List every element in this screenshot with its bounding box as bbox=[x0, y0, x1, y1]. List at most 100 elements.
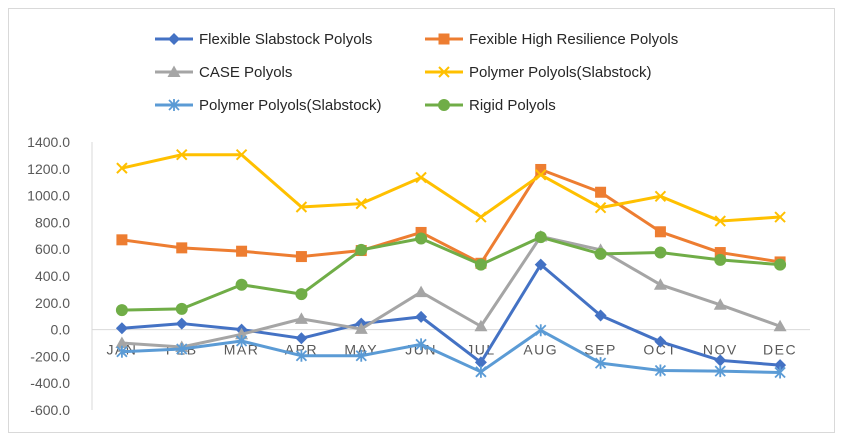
series-line bbox=[121, 235, 781, 312]
data-point bbox=[774, 359, 787, 372]
y-tick-label: -200.0 bbox=[30, 348, 70, 364]
data-point bbox=[654, 335, 667, 348]
data-point bbox=[355, 243, 368, 256]
data-point bbox=[355, 197, 367, 210]
data-point bbox=[774, 258, 787, 271]
data-point bbox=[594, 309, 607, 322]
data-point bbox=[116, 345, 128, 358]
data-point bbox=[654, 226, 666, 238]
data-point bbox=[594, 201, 607, 214]
data-point bbox=[415, 171, 427, 184]
data-point bbox=[175, 302, 188, 315]
data-point bbox=[653, 278, 667, 290]
data-point bbox=[176, 242, 188, 254]
data-point bbox=[295, 288, 308, 301]
data-point bbox=[535, 169, 547, 181]
series-line bbox=[121, 328, 781, 374]
x-tick-label: DEC bbox=[763, 342, 797, 358]
data-point bbox=[654, 246, 667, 259]
data-point bbox=[534, 258, 547, 271]
data-point bbox=[235, 327, 249, 340]
data-point bbox=[295, 349, 308, 362]
series-line bbox=[121, 263, 781, 367]
data-point bbox=[773, 319, 787, 332]
data-point bbox=[654, 364, 667, 377]
y-tick-label: -400.0 bbox=[30, 375, 70, 391]
data-point bbox=[235, 278, 248, 291]
data-point bbox=[594, 247, 607, 260]
data-point bbox=[475, 365, 487, 378]
data-point bbox=[438, 99, 450, 111]
legend-label: Flexible Slabstock Polyols bbox=[199, 31, 372, 48]
series-line bbox=[121, 234, 781, 349]
x-axis: JANFEBMARAPRMAYJUNJULAUGSEPOCTNOVDEC bbox=[106, 342, 797, 358]
legend-label: Rigid Polyols bbox=[469, 97, 556, 114]
data-point bbox=[714, 247, 726, 259]
x-tick-label: AUG bbox=[523, 342, 558, 358]
data-point bbox=[415, 226, 427, 238]
data-point bbox=[295, 201, 308, 213]
data-point bbox=[534, 231, 547, 244]
y-tick-label: 0.0 bbox=[51, 322, 71, 338]
data-point bbox=[295, 251, 307, 263]
data-point bbox=[774, 211, 786, 223]
series-1 bbox=[115, 258, 787, 372]
series-6 bbox=[115, 231, 787, 317]
data-point bbox=[168, 33, 180, 45]
y-tick-label: 600.0 bbox=[35, 241, 70, 257]
data-point bbox=[176, 343, 188, 356]
data-point bbox=[115, 322, 128, 335]
series-line bbox=[121, 153, 781, 223]
legend-item: Fexible High Resilience Polyols bbox=[425, 31, 678, 48]
chart-border bbox=[8, 8, 835, 433]
y-tick-label: 1200.0 bbox=[27, 161, 70, 177]
data-point bbox=[474, 258, 487, 271]
data-point bbox=[236, 245, 248, 257]
data-point bbox=[415, 310, 428, 323]
data-point bbox=[355, 349, 367, 362]
legend-label: Polymer Polyols(Slabstock) bbox=[199, 97, 382, 114]
legend-item: Polymer Polyols(Slabstock) bbox=[155, 97, 382, 114]
data-point bbox=[294, 312, 308, 324]
data-point bbox=[415, 338, 427, 351]
data-point bbox=[774, 366, 786, 379]
y-tick-label: 200.0 bbox=[35, 295, 70, 311]
data-point bbox=[714, 365, 726, 378]
x-tick-label: OCT bbox=[643, 342, 677, 358]
series-group bbox=[115, 149, 787, 379]
x-tick-label: NOV bbox=[703, 342, 738, 358]
legend-label: CASE Polyols bbox=[199, 64, 292, 81]
data-point bbox=[116, 234, 128, 246]
legend-label: Polymer Polyols(Slabstock) bbox=[469, 64, 652, 81]
legend-item: Polymer Polyols(Slabstock) bbox=[425, 64, 652, 81]
series-4 bbox=[116, 149, 786, 227]
legend-item: CASE Polyols bbox=[155, 64, 292, 81]
data-point bbox=[168, 99, 180, 111]
y-axis: 1400.0 1200.0 1000.0 800.0 600.0 400.0 200.0 0.… bbox=[27, 134, 70, 418]
data-point bbox=[235, 334, 248, 347]
data-point bbox=[535, 163, 547, 175]
data-point bbox=[295, 332, 308, 345]
data-point bbox=[474, 319, 488, 332]
data-point bbox=[414, 285, 428, 298]
legend-label: Fexible High Resilience Polyols bbox=[469, 31, 678, 48]
data-point bbox=[167, 65, 181, 77]
y-tick-label: 1000.0 bbox=[27, 188, 70, 204]
data-point bbox=[438, 66, 450, 78]
data-point bbox=[474, 356, 487, 369]
data-point bbox=[654, 190, 667, 202]
data-point bbox=[175, 317, 188, 330]
legend-item: Rigid Polyols bbox=[425, 97, 556, 114]
data-point bbox=[594, 357, 607, 370]
x-tick-label: SEP bbox=[584, 342, 617, 358]
data-point bbox=[438, 33, 450, 45]
data-point bbox=[535, 324, 547, 337]
data-point bbox=[714, 215, 726, 227]
x-tick-label: MAR bbox=[224, 342, 260, 358]
data-point bbox=[176, 149, 188, 161]
data-point bbox=[235, 149, 248, 161]
data-point bbox=[475, 211, 487, 223]
legend-item: Flexible Slabstock Polyols bbox=[155, 31, 372, 48]
